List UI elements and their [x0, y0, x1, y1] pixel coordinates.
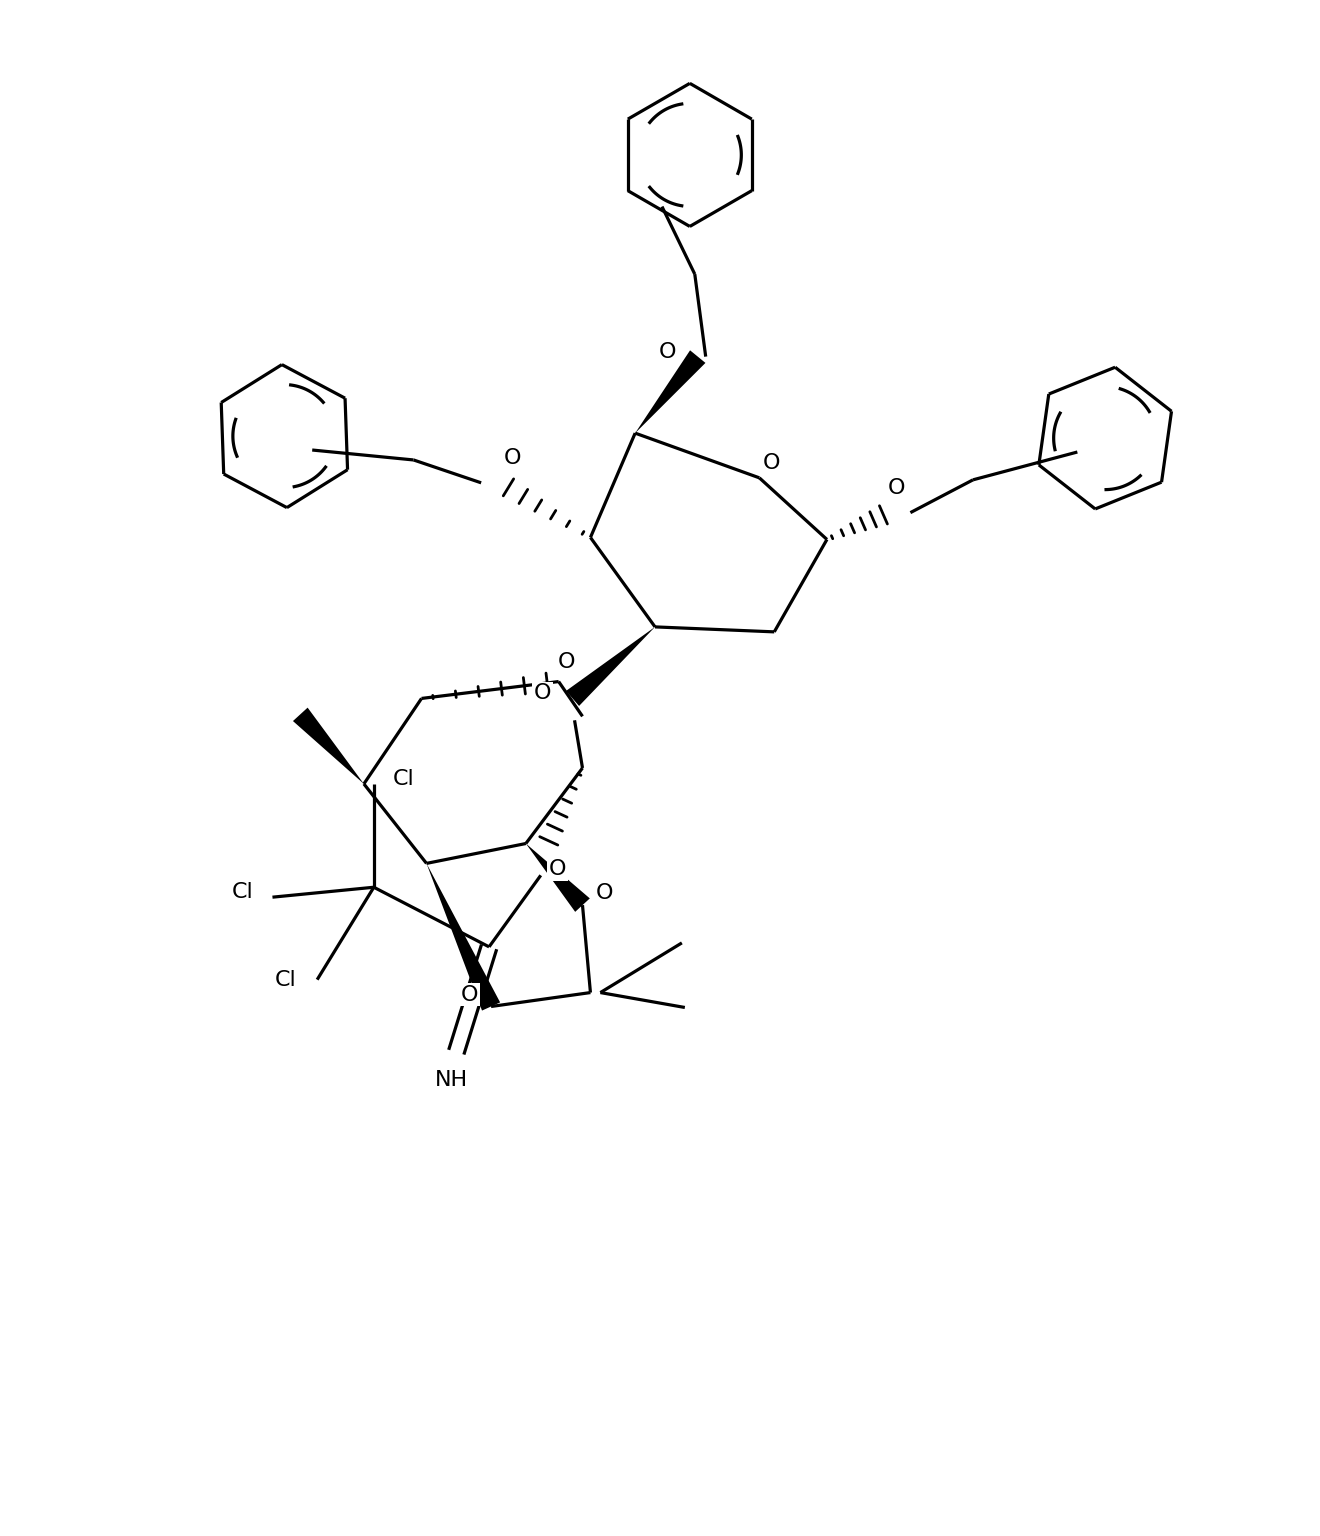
Text: Cl: Cl: [393, 770, 414, 790]
Text: O: O: [461, 985, 478, 1005]
Polygon shape: [525, 843, 590, 912]
Text: O: O: [763, 453, 780, 473]
Text: O: O: [888, 478, 906, 498]
Polygon shape: [635, 350, 705, 433]
Polygon shape: [293, 708, 364, 783]
Text: O: O: [659, 341, 677, 361]
Text: O: O: [595, 883, 612, 903]
Text: O: O: [535, 684, 552, 703]
Text: NH: NH: [434, 1071, 467, 1091]
Text: O: O: [504, 449, 521, 468]
Polygon shape: [426, 863, 500, 1011]
Text: O: O: [558, 651, 576, 671]
Text: Cl: Cl: [232, 882, 253, 902]
Text: Cl: Cl: [275, 969, 296, 989]
Polygon shape: [566, 627, 655, 707]
Text: O: O: [549, 859, 566, 879]
